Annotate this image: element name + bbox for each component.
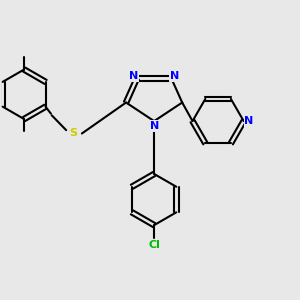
Text: Cl: Cl <box>148 240 160 250</box>
Text: N: N <box>244 116 254 126</box>
Text: N: N <box>149 121 159 131</box>
Text: N: N <box>170 71 179 81</box>
Text: N: N <box>129 71 139 81</box>
Text: S: S <box>70 128 78 139</box>
